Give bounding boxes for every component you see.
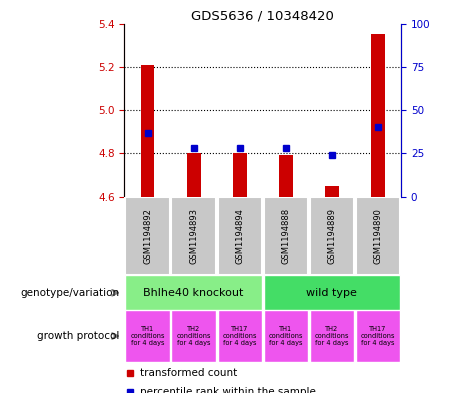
Bar — [141, 65, 154, 196]
Bar — [310, 196, 354, 275]
Bar — [125, 275, 262, 310]
Text: GSM1194889: GSM1194889 — [327, 208, 337, 264]
Text: GSM1194893: GSM1194893 — [189, 208, 198, 264]
Text: genotype/variation: genotype/variation — [21, 288, 120, 298]
Text: GSM1194888: GSM1194888 — [281, 208, 290, 264]
Text: TH2
conditions
for 4 days: TH2 conditions for 4 days — [177, 326, 211, 346]
Text: percentile rank within the sample: percentile rank within the sample — [140, 387, 316, 393]
Text: TH17
conditions
for 4 days: TH17 conditions for 4 days — [223, 326, 257, 346]
Bar — [233, 153, 247, 196]
Text: TH2
conditions
for 4 days: TH2 conditions for 4 days — [315, 326, 349, 346]
Text: growth protocol: growth protocol — [37, 331, 120, 341]
Text: TH17
conditions
for 4 days: TH17 conditions for 4 days — [361, 326, 395, 346]
Title: GDS5636 / 10348420: GDS5636 / 10348420 — [191, 9, 334, 22]
Text: TH1
conditions
for 4 days: TH1 conditions for 4 days — [269, 326, 303, 346]
Bar — [264, 196, 308, 275]
Text: transformed count: transformed count — [140, 367, 237, 378]
Bar — [356, 196, 400, 275]
Bar — [171, 196, 216, 275]
Text: TH1
conditions
for 4 days: TH1 conditions for 4 days — [130, 326, 165, 346]
Text: GSM1194890: GSM1194890 — [373, 208, 383, 264]
Text: Bhlhe40 knockout: Bhlhe40 knockout — [143, 288, 244, 298]
Bar — [218, 196, 262, 275]
Bar — [187, 153, 201, 196]
Bar — [310, 310, 354, 362]
Bar — [279, 156, 293, 196]
Bar — [264, 275, 400, 310]
Text: GSM1194894: GSM1194894 — [235, 208, 244, 264]
Bar — [325, 185, 339, 196]
Bar — [356, 310, 400, 362]
Bar — [371, 35, 385, 197]
Text: GSM1194892: GSM1194892 — [143, 208, 152, 264]
Bar — [125, 310, 170, 362]
Bar — [125, 196, 170, 275]
Text: wild type: wild type — [307, 288, 357, 298]
Bar — [218, 310, 262, 362]
Bar — [171, 310, 216, 362]
Bar — [264, 310, 308, 362]
